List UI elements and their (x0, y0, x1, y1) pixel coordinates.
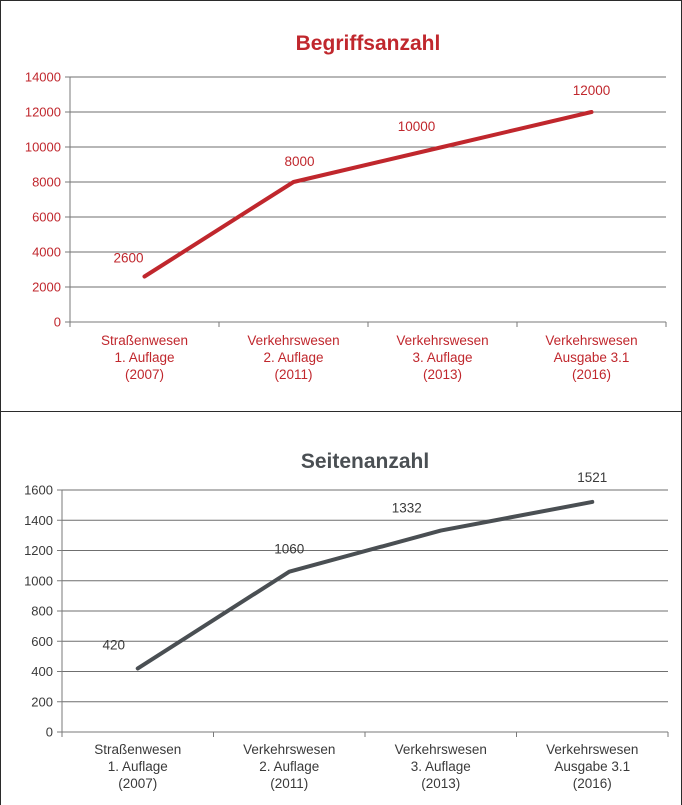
chart-1-data-label: 1332 (392, 501, 422, 516)
frame-left-border (0, 0, 1, 805)
chart-1-y-tick-label: 200 (31, 694, 53, 709)
chart-1-y-tick-label: 1600 (24, 483, 53, 498)
chart-0-data-label: 8000 (284, 154, 314, 169)
begriffsanzahl-chart-svg: Begriffsanzahl 0 2000 4000 6000 8000 10000 1200… (25, 32, 667, 382)
chart-0-y-tick-label: 8000 (32, 175, 61, 190)
chart-1-title: Seitenanzahl (301, 450, 429, 473)
chart-0-data-label: 2600 (113, 251, 143, 266)
chart-1-data-label: 420 (102, 637, 125, 652)
chart-0-series-line (142, 110, 594, 279)
chart-1-series-line (135, 499, 595, 671)
chart-seitenanzahl: Seitenanzahl 0 200 400 600 800 1000 1200 1400 160… (0, 411, 682, 805)
chart-1-y-tick-label: 600 (31, 634, 53, 649)
chart-0-x-tick-label: Verkehrswesen 2. Auflage (2011) (247, 333, 339, 382)
chart-1-x-tick-label: Verkehrswesen Ausgabe 3.1 (2016) (546, 742, 638, 791)
chart-1-data-label: 1521 (577, 470, 607, 485)
chart-0-x-tick-label: Straßenwesen 1. Auflage (2007) (101, 333, 188, 382)
chart-1-y-tick-label: 800 (31, 604, 53, 619)
chart-begriffsanzahl: Begriffsanzahl 0 2000 4000 6000 8000 10000 1200… (25, 32, 667, 382)
chart-1-x-tick-label: Verkehrswesen 3. Auflage (2013) (395, 742, 487, 791)
chart-0-y-tick-label: 10000 (25, 140, 61, 155)
chart-1-x-tick-label: Verkehrswesen 2. Auflage (2011) (243, 742, 335, 791)
chart-0-data-label: 10000 (398, 119, 436, 134)
chart-0-data-label: 12000 (573, 83, 611, 98)
chart-1-y-tick-label: 1200 (24, 543, 53, 558)
panel-divider (0, 411, 682, 412)
frame-top-border (0, 0, 682, 1)
chart-0-x-tick-label: Verkehrswesen 3. Auflage (2013) (396, 333, 488, 382)
chart-0-title: Begriffsanzahl (296, 32, 441, 55)
chart-0-y-tick-label: 14000 (25, 70, 61, 85)
chart-1-y-tick-label: 1400 (24, 513, 53, 528)
seitenanzahl-chart-svg: Seitenanzahl 0 200 400 600 800 1000 1200 1400 160… (24, 450, 669, 791)
chart-0-x-tick-label: Verkehrswesen Ausgabe 3.1 (2016) (545, 333, 637, 382)
chart-1-y-tick-label: 400 (31, 664, 53, 679)
chart-1-x-tick-label: Straßenwesen 1. Auflage (2007) (94, 742, 181, 791)
chart-1-y-tick-label: 1000 (24, 573, 53, 588)
chart-0-y-tick-label: 4000 (32, 245, 61, 260)
chart-1-data-label: 1060 (274, 542, 304, 557)
chart-0-y-tick-label: 6000 (32, 210, 61, 225)
chart-0-y-tick-label: 12000 (25, 105, 61, 120)
chart-0-y-tick-label: 2000 (32, 280, 61, 295)
chart-1-y-tick-label: 0 (46, 725, 53, 740)
chart-0-y-tick-label: 0 (54, 315, 61, 330)
